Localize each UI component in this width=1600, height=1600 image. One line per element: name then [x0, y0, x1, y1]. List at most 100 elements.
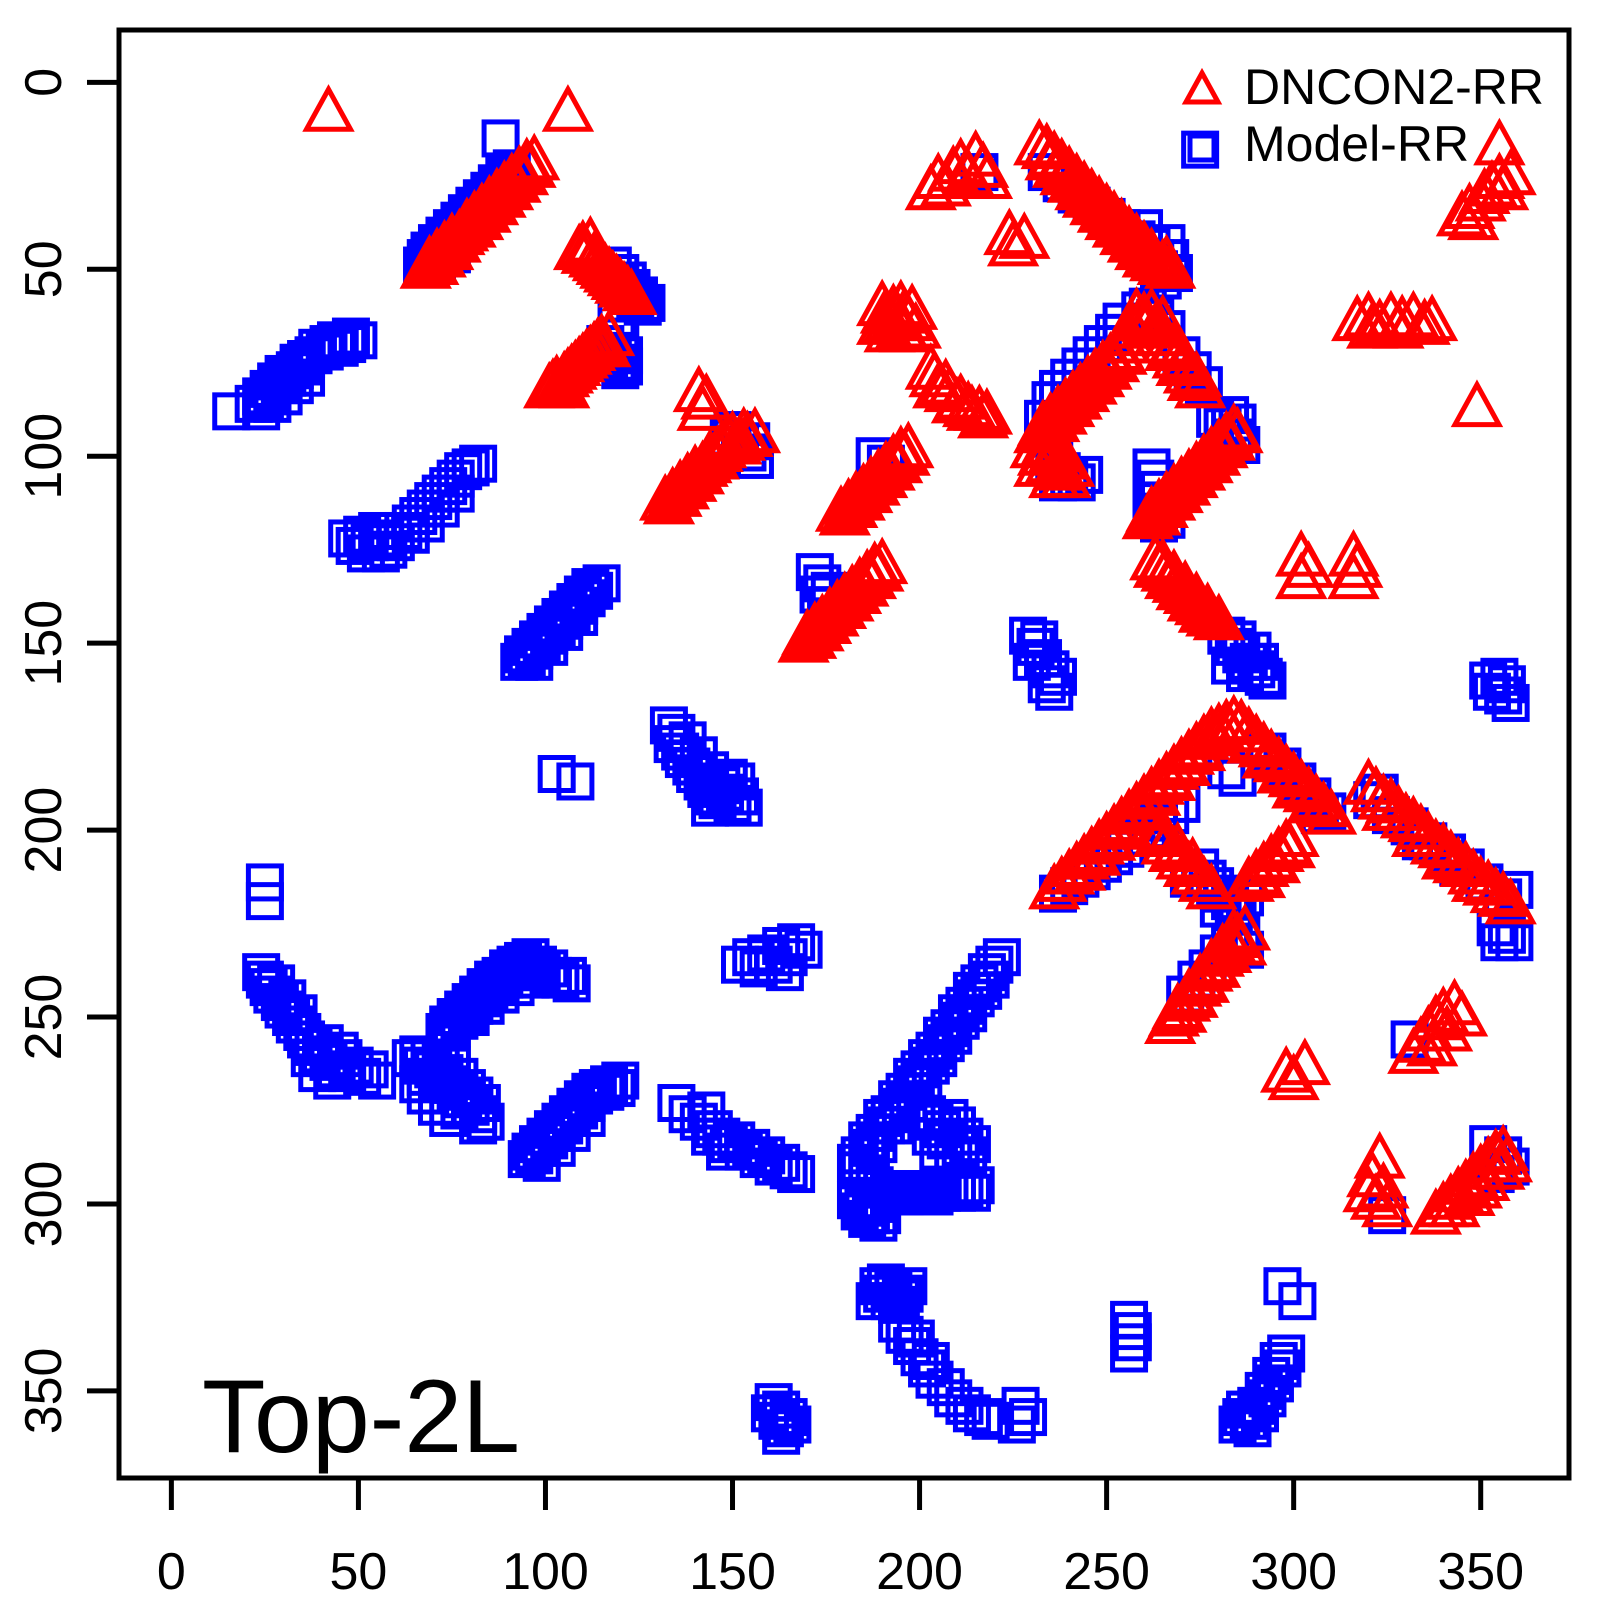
data-point-triangle — [537, 360, 591, 409]
data-point-triangle — [1218, 902, 1272, 951]
data-point-square — [601, 1061, 640, 1100]
data-point-square — [275, 366, 314, 405]
data-point-triangle — [302, 84, 355, 132]
data-point-triangle — [1286, 775, 1339, 824]
y-axis-tick-label: 0 — [15, 68, 73, 97]
data-point-triangle — [960, 386, 1014, 435]
data-point-square — [769, 1151, 808, 1190]
data-point-square — [313, 1061, 352, 1100]
data-point-square — [889, 1267, 928, 1306]
data-point-triangle — [1349, 1172, 1403, 1220]
data-point-triangle — [960, 151, 1014, 200]
data-point-triangle — [1405, 293, 1459, 342]
data-point-triangle — [1450, 1160, 1504, 1209]
data-point-square — [1222, 1398, 1261, 1437]
x-axis-tick-label: 150 — [689, 1543, 776, 1600]
data-point-square — [1113, 1323, 1152, 1362]
data-point-triangle — [508, 132, 561, 181]
data-point-triangle — [1484, 147, 1537, 196]
data-point-triangle — [878, 304, 931, 353]
data-point-triangle — [1185, 861, 1238, 910]
data-point-triangle — [1360, 783, 1414, 831]
y-axis-tick-label: 150 — [15, 600, 73, 687]
data-point-triangle — [889, 300, 943, 349]
data-point-square — [952, 1173, 991, 1212]
x-axis-tick-label: 100 — [502, 1543, 589, 1600]
legend-square-icon — [1187, 133, 1217, 163]
data-point-triangle — [1398, 297, 1451, 345]
x-axis-tick-label: 0 — [157, 1543, 186, 1600]
data-point-square — [997, 1405, 1036, 1444]
data-point-square — [863, 1196, 902, 1235]
data-point-triangle — [1158, 738, 1212, 787]
data-point-square — [552, 964, 591, 1003]
data-point-square — [1211, 646, 1250, 685]
data-point-square — [320, 1031, 359, 1070]
data-point-triangle — [1099, 798, 1152, 846]
legend-triangle-icon — [1181, 67, 1223, 105]
data-point-square — [1020, 620, 1059, 659]
data-point-square — [777, 923, 816, 962]
data-point-triangle — [1480, 1134, 1534, 1183]
plot-frame — [116, 27, 1572, 1481]
data-point-square — [567, 1098, 606, 1137]
data-point-square — [1480, 923, 1519, 962]
data-point-square — [1181, 130, 1220, 169]
data-point-square — [541, 960, 580, 999]
data-point-triangle — [855, 297, 909, 345]
data-point-square — [911, 1341, 950, 1380]
data-point-square — [451, 998, 490, 1037]
data-point-square — [762, 1416, 801, 1455]
data-point-triangle — [1166, 835, 1219, 884]
data-point-square — [911, 1117, 950, 1156]
plot-annotation: Top-2L — [202, 1359, 520, 1475]
data-point-square — [1487, 915, 1526, 954]
data-point-triangle — [1390, 809, 1444, 858]
data-point-triangle — [1342, 1164, 1395, 1213]
data-point-triangle — [728, 405, 782, 454]
data-point-square — [1484, 676, 1523, 715]
data-point-triangle — [1069, 828, 1122, 876]
data-point-triangle — [927, 143, 980, 192]
data-point-square — [331, 317, 370, 356]
data-point-square — [406, 1076, 445, 1115]
data-point-triangle — [1188, 708, 1242, 757]
data-point-square — [777, 1155, 816, 1194]
data-point-triangle — [1327, 551, 1380, 600]
data-point-triangle — [721, 409, 774, 458]
y-axis-tick-label: 200 — [15, 787, 73, 874]
data-point-square — [590, 1065, 629, 1104]
data-point-triangle — [1173, 360, 1227, 409]
data-point-square — [560, 597, 599, 636]
data-point-triangle — [582, 308, 636, 357]
data-point-square — [855, 1184, 894, 1223]
data-point-square — [391, 515, 430, 554]
data-point-square — [597, 1069, 636, 1108]
data-point-square — [481, 119, 520, 158]
data-point-square — [459, 1106, 498, 1145]
data-point-square — [571, 568, 610, 607]
data-point-triangle — [1185, 588, 1238, 637]
data-point-square — [1211, 396, 1250, 435]
data-point-triangle — [1345, 300, 1399, 349]
data-point-triangle — [912, 151, 965, 200]
data-point-triangle — [1054, 843, 1107, 891]
data-point-square — [691, 788, 730, 827]
y-axis-tick-label: 50 — [15, 240, 73, 298]
data-point-triangle — [680, 371, 733, 420]
data-point-triangle — [1450, 379, 1504, 428]
data-point-square — [1278, 1282, 1317, 1321]
data-point-triangle — [605, 267, 658, 315]
data-point-square — [328, 325, 367, 364]
data-point-triangle — [1405, 1018, 1459, 1067]
data-point-triangle — [998, 211, 1051, 259]
data-point-triangle — [1304, 786, 1358, 835]
data-point-square — [765, 953, 804, 992]
data-point-triangle — [1233, 850, 1287, 899]
data-point-square — [1248, 661, 1287, 700]
data-point-square — [750, 1394, 789, 1433]
data-point-triangle — [1248, 835, 1302, 884]
data-point-square — [548, 956, 587, 995]
